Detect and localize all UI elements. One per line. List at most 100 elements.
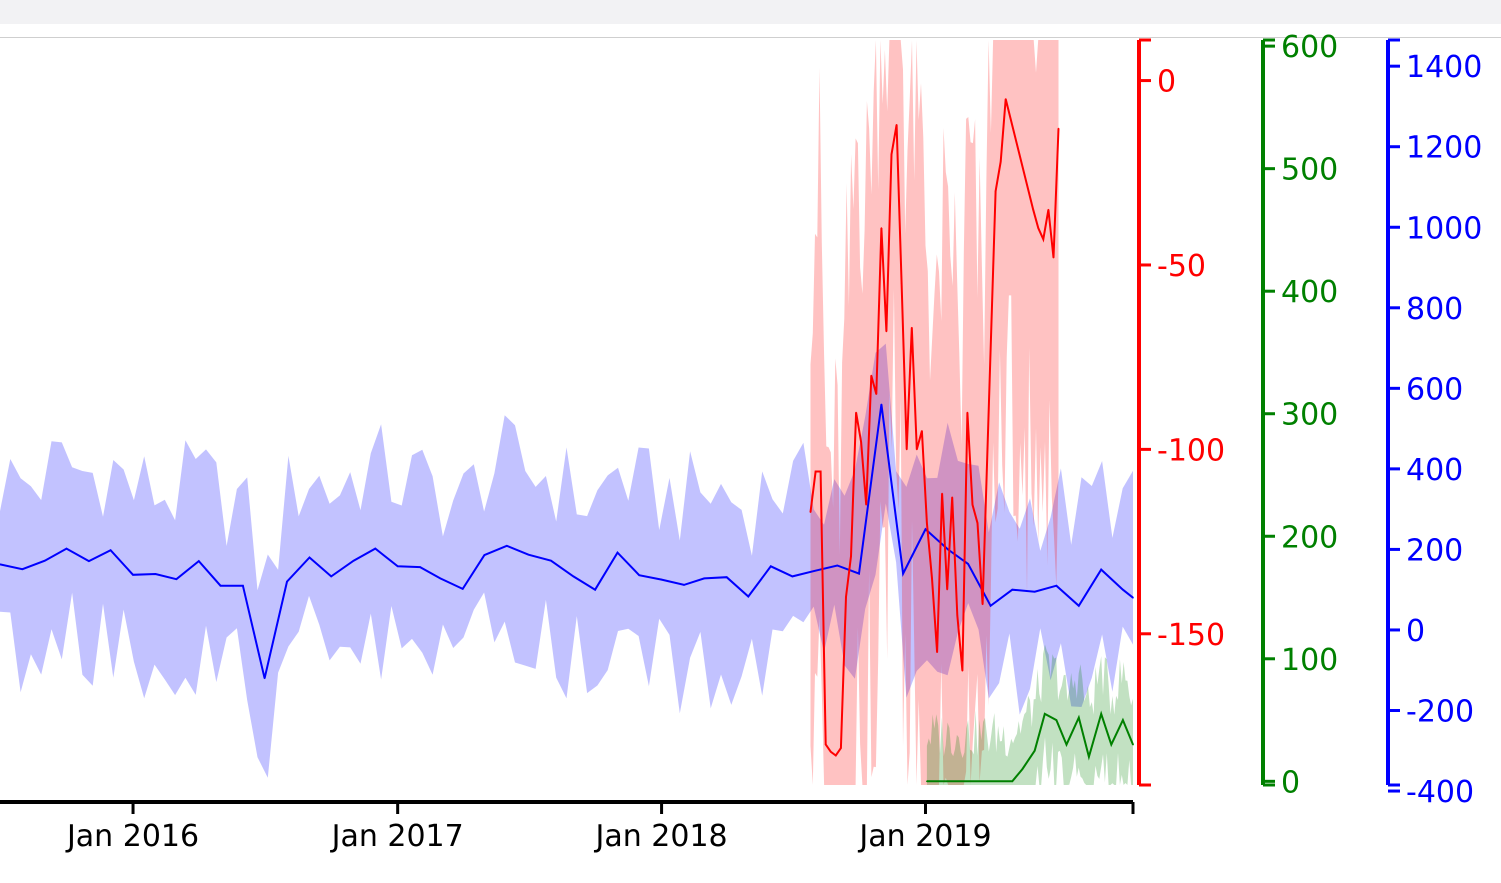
blue_series-point xyxy=(660,578,663,581)
green-y-tick-label: 600 xyxy=(1281,30,1338,65)
blue_series-point xyxy=(967,563,969,565)
red_series-point xyxy=(941,492,943,495)
red_series-point xyxy=(860,441,862,443)
blue_series-point xyxy=(814,570,816,572)
red_series-point xyxy=(926,522,928,524)
red_series-point xyxy=(875,393,878,395)
red_series-point xyxy=(850,555,852,558)
green_series-band xyxy=(926,644,1133,785)
red-y-tick-label: -100 xyxy=(1157,433,1225,468)
blue_series-point xyxy=(858,572,860,575)
uncertainty-bands xyxy=(0,40,1133,785)
blue_series-point xyxy=(1100,568,1102,571)
red_series-point xyxy=(845,596,847,598)
red_series-point xyxy=(870,374,873,377)
blue_series-point xyxy=(483,554,486,556)
blue_series-point xyxy=(527,553,530,556)
red_series-point xyxy=(1052,256,1055,259)
green-y-tick-label: 400 xyxy=(1281,275,1338,310)
x-axis: Jan 2016 Jan 2017 Jan 2018 Jan 2019 xyxy=(0,800,1135,854)
red_series-point xyxy=(981,603,984,606)
red_series-point xyxy=(814,470,817,473)
blue_series-point xyxy=(0,563,1,566)
blue_series-point xyxy=(924,528,927,531)
green-y-tick-label: 0 xyxy=(1281,765,1300,800)
red_series-band xyxy=(810,40,1059,785)
blue_series-point xyxy=(374,547,377,550)
green_series-point xyxy=(1044,713,1046,715)
red_series-line xyxy=(809,98,1060,757)
green_series-point xyxy=(1088,756,1090,758)
red_series-point xyxy=(895,124,898,126)
blue_series-point xyxy=(572,575,575,578)
red-y-tick-label: -50 xyxy=(1157,249,1206,284)
y-axes: 0-50-100-1506005004003002001000140012001… xyxy=(1137,30,1482,810)
red_series-point xyxy=(905,448,908,451)
red_series-point xyxy=(809,511,812,513)
red_series-point xyxy=(994,190,997,192)
red_series-point xyxy=(946,588,948,591)
red_series-point xyxy=(890,153,893,156)
red_series-point xyxy=(819,470,822,473)
blue-y-tick-label: -200 xyxy=(1406,695,1474,730)
red-y-tick-label: -150 xyxy=(1157,618,1225,653)
blue_series-point xyxy=(352,559,355,562)
red_series-point xyxy=(865,503,867,506)
green_series-point xyxy=(1100,713,1102,715)
blue_series-point xyxy=(286,580,288,583)
blue_series-point xyxy=(703,577,705,580)
series-lines xyxy=(0,98,1134,783)
red_series-point xyxy=(830,751,832,753)
blue_series-point xyxy=(747,595,750,598)
blue_series-point xyxy=(21,568,24,570)
top-divider xyxy=(0,37,1501,38)
blue_series-point xyxy=(65,547,68,550)
green_series-point xyxy=(1011,780,1014,783)
green_series-point xyxy=(926,780,928,783)
blue_series-point xyxy=(88,560,90,562)
red_series-point xyxy=(971,503,974,506)
red_series-point xyxy=(921,430,923,432)
blue_series-point xyxy=(725,576,728,578)
blue-y-tick-label: 1400 xyxy=(1406,50,1482,85)
blue-y-tick-label: 1200 xyxy=(1406,131,1482,166)
green_series-point xyxy=(1078,716,1080,719)
blue-y-tick-label: 1000 xyxy=(1406,211,1482,246)
blue_series-point xyxy=(242,584,244,587)
blue_series-point xyxy=(616,551,619,554)
red_series-point xyxy=(1057,127,1060,130)
green_series-point xyxy=(1033,749,1036,752)
blue_series-point xyxy=(330,575,333,578)
blue_series-point xyxy=(461,588,464,590)
red_series-point xyxy=(936,651,938,653)
red_series-point xyxy=(1047,208,1050,211)
blue_series-point xyxy=(263,677,266,680)
blue_series-point xyxy=(1011,588,1014,591)
blue-y-tick-label: 600 xyxy=(1406,372,1463,407)
blue_series-point xyxy=(550,559,552,562)
blue_series-point xyxy=(506,545,508,547)
blue_series-point xyxy=(770,565,772,568)
blue_series-point xyxy=(1033,590,1036,593)
blue_series-point xyxy=(880,403,883,406)
green-y-tick-label: 300 xyxy=(1281,398,1338,433)
red-y-tick-label: 0 xyxy=(1157,65,1176,100)
red_series-point xyxy=(956,614,959,617)
red_series-point xyxy=(916,448,918,451)
green_series-point xyxy=(1021,768,1024,770)
blue_series-point xyxy=(219,584,222,587)
blue_series-point xyxy=(439,577,442,580)
red_series-point xyxy=(880,227,883,229)
blue_series-point xyxy=(1055,584,1058,587)
blue-y-tick-label: 200 xyxy=(1406,533,1463,568)
red_series-point xyxy=(835,754,837,757)
red_series-point xyxy=(999,160,1002,163)
blue_series-point xyxy=(638,574,640,576)
red_series-point xyxy=(824,743,827,746)
blue_series-point xyxy=(396,565,399,568)
red_series-point xyxy=(931,577,933,580)
blue_series-point xyxy=(175,578,178,580)
blue_series-point xyxy=(683,584,685,586)
red_series-point xyxy=(1032,208,1034,211)
